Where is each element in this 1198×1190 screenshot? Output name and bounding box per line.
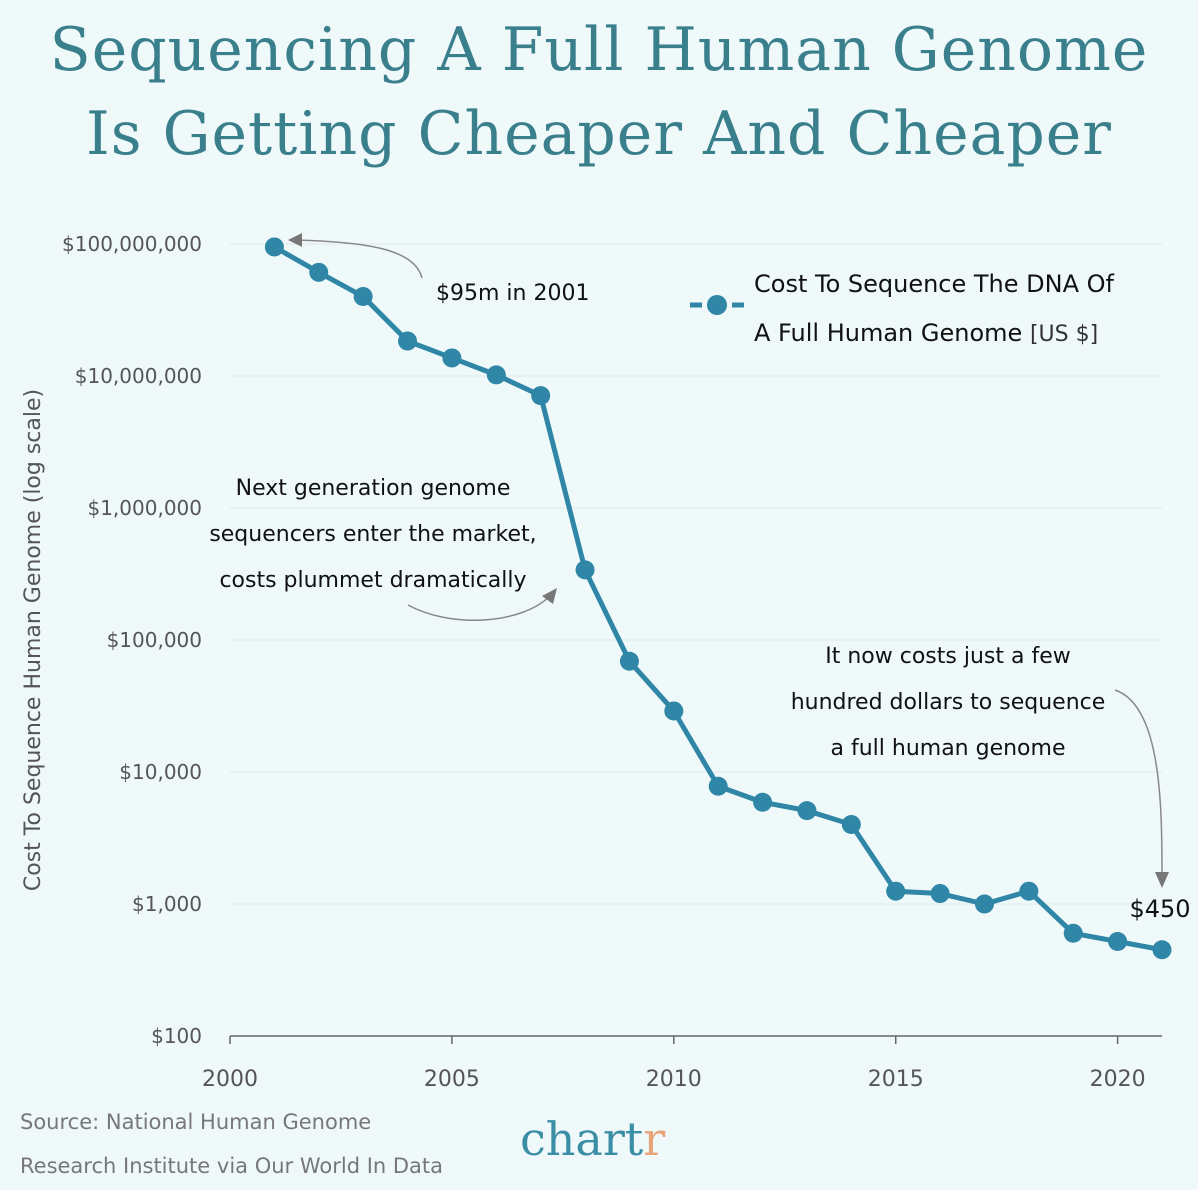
y-tick-label: $1,000: [132, 892, 202, 916]
data-point: [1019, 881, 1039, 901]
data-point: [575, 560, 595, 580]
annotation-ngs-2: sequencers enter the market,: [209, 522, 536, 547]
logo-main: chart: [520, 1112, 644, 1166]
data-point: [619, 651, 639, 671]
arrowhead-icon: [542, 588, 557, 604]
annotation-now-arrow: [1114, 689, 1163, 873]
y-tick-label: $10,000: [119, 760, 202, 784]
legend-marker-icon: [707, 295, 727, 315]
title-line-2: Is Getting Cheaper And Cheaper: [86, 99, 1112, 169]
arrowhead-icon: [1155, 872, 1169, 888]
logo-accent: r: [643, 1112, 666, 1166]
data-point: [708, 776, 728, 796]
annotation-now-3: a full human genome: [831, 736, 1066, 761]
legend-label-2-group: A Full Human Genome [US $]: [754, 319, 1098, 347]
data-point: [974, 894, 994, 914]
y-tick-label: $10,000,000: [75, 364, 202, 388]
x-tick-label: 2000: [202, 1067, 258, 1092]
data-point: [930, 884, 950, 904]
source-line-2: Research Institute via Our World In Data: [20, 1154, 444, 1178]
data-point: [753, 792, 773, 812]
legend-unit: [US $]: [1030, 322, 1098, 347]
data-point: [841, 815, 861, 835]
source-line-1: Source: National Human Genome: [20, 1110, 372, 1134]
annotation-ngs-1: Next generation genome: [236, 476, 511, 501]
data-point: [664, 701, 684, 721]
legend-label-1: Cost To Sequence The DNA Of: [754, 270, 1115, 298]
annotation-ngs-3: costs plummet dramatically: [219, 568, 526, 593]
x-tick-label: 2005: [424, 1067, 480, 1092]
y-axis-label: Cost To Sequence Human Genome (log scale…: [21, 389, 46, 891]
legend: Cost To Sequence The DNA Of A Full Human…: [690, 270, 1115, 347]
annotation-first-arrow: [295, 239, 423, 279]
x-tick-label: 2010: [646, 1067, 702, 1092]
series-line: [273, 244, 1163, 953]
data-point: [1152, 940, 1172, 960]
data-point: [531, 386, 551, 406]
legend-label-2: A Full Human Genome: [754, 319, 1022, 347]
x-tick-label: 2020: [1090, 1067, 1146, 1092]
data-point: [1108, 931, 1128, 951]
chart-title: Sequencing A Full Human Genome Is Gettin…: [0, 8, 1198, 176]
arrowhead-icon: [288, 233, 302, 247]
data-point: [264, 237, 284, 257]
chartr-logo: chartr: [520, 1112, 665, 1166]
data-point: [398, 331, 418, 351]
data-point: [309, 262, 329, 282]
y-tick-label: $100: [151, 1024, 202, 1048]
data-point: [797, 801, 817, 821]
title-line-1: Sequencing A Full Human Genome: [49, 15, 1149, 85]
annotation-first: $95m in 2001: [436, 281, 589, 306]
annotation-last: $450: [1129, 895, 1190, 923]
y-tick-label: $100,000,000: [62, 232, 202, 256]
x-tick-label: 2015: [868, 1067, 924, 1092]
annotation-ngs-arrow: [407, 595, 551, 621]
data-point: [886, 881, 906, 901]
source-note: Source: National Human Genome Research I…: [20, 1100, 443, 1188]
y-tick-label: $100,000: [107, 628, 202, 652]
y-tick-label: $1,000,000: [87, 496, 202, 520]
annotation-now-2: hundred dollars to sequence: [791, 690, 1106, 715]
data-point: [442, 348, 462, 368]
data-point: [353, 287, 373, 307]
data-point: [486, 365, 506, 385]
annotation-now-1: It now costs just a few: [825, 644, 1070, 669]
data-point: [1063, 923, 1083, 943]
